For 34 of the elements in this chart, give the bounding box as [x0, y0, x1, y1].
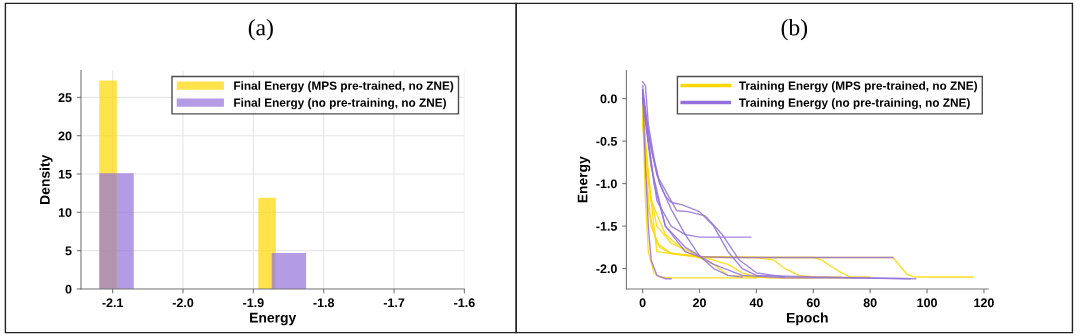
y-tick-label: 20: [58, 131, 72, 141]
x-tick-label: 120: [974, 298, 994, 308]
legend-label: Final Energy (MPS pre-trained, no ZNE): [234, 81, 454, 93]
y-tick-label: 5: [65, 246, 72, 256]
y-tick-label: 10: [58, 208, 72, 217]
x-tick-label: -2.0: [172, 298, 194, 308]
chart-title: (a): [248, 18, 273, 41]
chart-title: (b): [781, 18, 808, 41]
y-axis-title: Energy: [577, 156, 591, 203]
x-tick-label: -1.9: [243, 298, 264, 308]
legend-label: Training Energy (no pre-training, no ZNE): [738, 98, 970, 110]
x-tick-label: 40: [749, 298, 763, 308]
legend-label: Final Energy (no pre-training, no ZNE): [234, 98, 446, 110]
legend-label: Training Energy (MPS pre-trained, no ZNE): [738, 81, 977, 93]
y-tick-label: 0.0: [600, 94, 617, 104]
x-tick-label: 60: [806, 298, 820, 308]
x-tick-label: 0: [639, 298, 646, 308]
y-tick-label: 25: [58, 93, 72, 103]
y-tick-label: 0: [65, 284, 72, 294]
x-tick-label: -1.7: [383, 298, 405, 308]
x-tick-label: 100: [917, 298, 937, 308]
x-tick-label: 80: [863, 298, 877, 308]
x-tick-label: -1.6: [454, 298, 475, 308]
y-axis-title: Density: [39, 154, 53, 204]
y-tick-label: -1.0: [596, 179, 617, 189]
x-tick-label: -2.1: [102, 298, 124, 308]
y-tick-label: -2.0: [596, 264, 617, 274]
x-tick-label: -1.8: [313, 298, 335, 308]
y-tick-label: 15: [58, 169, 72, 179]
x-axis-title: Epoch: [787, 312, 828, 326]
x-tick-label: 20: [692, 298, 706, 308]
y-tick-label: -0.5: [596, 136, 618, 146]
y-tick-label: -1.5: [596, 222, 618, 231]
x-axis-title: Energy: [250, 312, 297, 326]
